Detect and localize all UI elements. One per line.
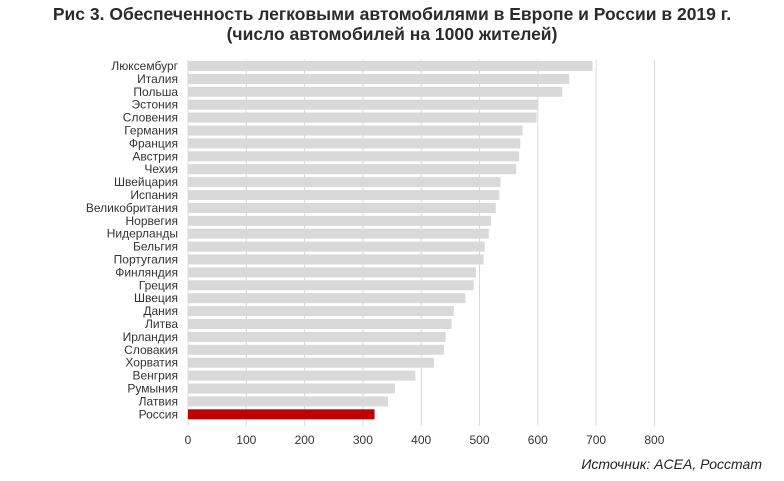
category-label: Дания [143,304,178,318]
category-label: Люксембург [111,59,178,73]
category-label: Германия [124,124,178,138]
bar [188,344,444,355]
bar [188,254,484,265]
category-label: Италия [137,72,178,86]
category-label: Чехия [144,162,178,176]
chart-subtitle: (число автомобилей на 1000 жителей) [226,24,558,44]
bar [188,125,523,136]
category-label: Греция [139,278,178,292]
x-tick-label: 100 [236,433,256,447]
bar [188,319,452,329]
category-label: Финляндия [115,265,178,279]
category-label: Великобритания [86,201,178,215]
category-label: Бельгия [133,240,178,254]
category-label: Латвия [139,394,178,408]
category-label: Ирландия [123,330,178,344]
bar [188,99,539,110]
bar [188,306,454,317]
x-tick-label: 400 [411,433,431,447]
bars [188,61,593,420]
bar [188,331,446,342]
bar [188,151,520,162]
x-tick-label: 300 [353,433,373,447]
category-label: Хорватия [125,356,178,370]
bar [188,357,435,368]
x-tick-label: 700 [586,433,606,447]
bar [188,241,485,252]
category-labels: ЛюксембургИталияПольшаЭстонияСловенияГер… [86,59,179,421]
chart-title: Рис 3. Обеспеченность легковыми автомоби… [0,4,784,44]
x-tick-label: 200 [295,433,315,447]
bar [188,396,388,407]
bar [188,370,416,381]
bar [188,228,489,239]
x-tick-label: 600 [528,433,548,447]
bar [188,267,477,278]
bar [188,138,521,149]
category-label: Литва [145,317,178,331]
category-label: Австрия [132,149,178,163]
category-label: Франция [129,136,178,150]
category-label: Португалия [114,253,178,267]
bar [188,202,496,213]
bar [188,86,563,97]
bar [188,409,375,420]
category-label: Венгрия [132,369,178,383]
category-label: Румыния [127,382,178,396]
bar [188,73,570,84]
bar [188,293,466,304]
x-tick-label: 0 [185,433,192,447]
category-label: Словакия [124,343,178,357]
category-label: Испания [130,188,178,202]
x-tick-label: 800 [644,433,664,447]
source-note: Источник: ACEA, Росстат [581,456,762,472]
bar [188,190,500,200]
category-label: Россия [139,407,178,421]
bar [188,383,395,394]
category-label: Норвегия [125,214,178,228]
category-label: Эстония [132,98,179,112]
category-label: Нидерланды [107,227,178,241]
x-tick-labels: 0 100 200 300 400 500 600 700 800 [185,433,665,447]
bar [188,280,474,291]
x-tick-label: 500 [469,433,489,447]
category-label: Швейцария [114,175,178,189]
bar [188,215,492,226]
bar [188,61,593,71]
bar [188,164,517,175]
chart-title-main: Рис 3. Обеспеченность легковыми автомоби… [52,4,732,24]
bar [188,112,537,123]
bar [188,177,501,188]
category-label: Польша [133,85,178,99]
category-label: Швеция [134,291,178,305]
category-label: Словения [123,111,178,125]
